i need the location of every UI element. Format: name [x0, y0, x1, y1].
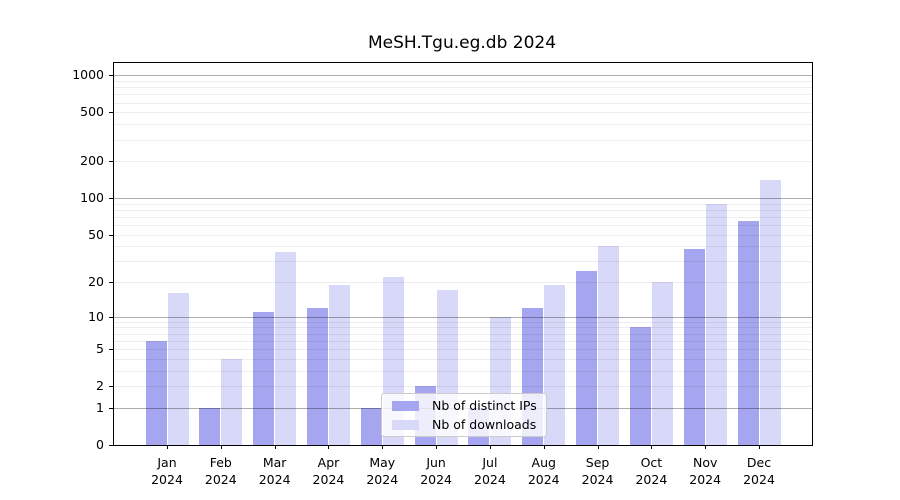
bar-nb-of-distinct-ips-mar-2024 — [253, 312, 275, 445]
x-tick-mark-nov-2024 — [705, 445, 707, 449]
x-tick-mark-may-2024 — [382, 445, 384, 449]
bar-nb-of-downloads-nov-2024 — [705, 203, 727, 445]
y-tick-label-100: 100 — [80, 190, 104, 206]
legend-item-distinct-ips: Nb of distinct IPs — [392, 398, 538, 413]
x-tick-mark-oct-2024 — [651, 445, 653, 449]
y-tick-label-5: 5 — [96, 341, 104, 357]
bar-nb-of-downloads-jan-2024 — [167, 293, 189, 445]
legend-swatch-distinct-ips-icon — [392, 400, 419, 411]
legend-item-downloads: Nb of downloads — [392, 417, 538, 432]
x-tick-mark-sep-2024 — [597, 445, 599, 449]
y-tick-label-20: 20 — [88, 274, 104, 290]
bar-nb-of-distinct-ips-may-2024 — [360, 407, 382, 445]
bar-nb-of-downloads-apr-2024 — [328, 284, 350, 445]
legend: Nb of distinct IPs Nb of downloads — [381, 393, 547, 437]
y-tick-label-0: 0 — [96, 437, 104, 452]
gridline-minor-800 — [114, 87, 812, 89]
y-tick-mark-10 — [108, 316, 113, 318]
gridline-minor-500 — [114, 112, 812, 114]
y-tick-mark-50 — [108, 234, 113, 236]
x-tick-label-oct-2024: Oct 2024 — [635, 455, 668, 487]
x-tick-mark-jul-2024 — [489, 445, 491, 449]
gridline-minor-600 — [114, 102, 812, 104]
x-tick-label-may-2024: May 2024 — [366, 455, 399, 487]
legend-label-distinct-ips: Nb of distinct IPs — [432, 398, 537, 413]
x-tick-mark-dec-2024 — [759, 445, 761, 449]
bar-nb-of-downloads-aug-2024 — [544, 284, 566, 445]
y-tick-label-1: 1 — [96, 399, 104, 415]
x-tick-label-mar-2024: Mar 2024 — [258, 455, 291, 487]
bar-nb-of-distinct-ips-feb-2024 — [199, 407, 221, 445]
bar-nb-of-distinct-ips-sep-2024 — [576, 270, 598, 445]
x-tick-mark-aug-2024 — [543, 445, 545, 449]
bar-nb-of-distinct-ips-nov-2024 — [683, 248, 705, 445]
x-tick-label-apr-2024: Apr 2024 — [312, 455, 345, 487]
gridline-minor-400 — [114, 124, 812, 126]
bar-nb-of-downloads-oct-2024 — [651, 282, 673, 445]
y-tick-mark-5 — [108, 349, 113, 351]
bar-nb-of-distinct-ips-dec-2024 — [737, 220, 759, 445]
bar-nb-of-distinct-ips-jan-2024 — [145, 340, 167, 445]
x-tick-label-dec-2024: Dec 2024 — [743, 455, 775, 487]
bar-nb-of-distinct-ips-apr-2024 — [306, 307, 328, 445]
legend-swatch-downloads-icon — [392, 419, 419, 430]
y-tick-label-1000: 1000 — [72, 67, 104, 83]
y-tick-mark-2 — [108, 386, 113, 388]
x-tick-label-nov-2024: Nov 2024 — [689, 455, 722, 487]
y-tick-mark-0 — [108, 445, 113, 446]
bar-nb-of-downloads-mar-2024 — [275, 251, 297, 445]
x-tick-label-jun-2024: Jun 2024 — [420, 455, 452, 487]
y-tick-mark-500 — [108, 112, 113, 114]
y-tick-label-10: 10 — [88, 308, 104, 324]
x-tick-label-feb-2024: Feb 2024 — [204, 455, 237, 487]
bar-nb-of-downloads-dec-2024 — [759, 180, 781, 445]
y-tick-label-500: 500 — [80, 104, 104, 120]
y-tick-mark-1000 — [108, 75, 113, 77]
bar-nb-of-downloads-feb-2024 — [221, 358, 243, 445]
x-tick-label-sep-2024: Sep 2024 — [581, 455, 614, 487]
gridline-minor-700 — [114, 94, 812, 96]
gridline-minor-900 — [114, 80, 812, 82]
gridline-major-100 — [114, 198, 812, 200]
y-tick-mark-100 — [108, 198, 113, 200]
y-tick-mark-200 — [108, 161, 113, 163]
y-tick-label-2: 2 — [96, 378, 104, 394]
gridline-minor-300 — [114, 139, 812, 141]
legend-label-downloads: Nb of downloads — [432, 417, 537, 432]
x-tick-mark-mar-2024 — [274, 445, 276, 449]
x-tick-mark-jun-2024 — [436, 445, 438, 449]
x-tick-mark-apr-2024 — [328, 445, 330, 449]
y-tick-mark-1 — [108, 407, 113, 409]
x-tick-label-jul-2024: Jul 2024 — [474, 455, 506, 487]
y-tick-label-50: 50 — [88, 226, 104, 242]
gridline-minor-200 — [114, 161, 812, 163]
plot-area: Nb of distinct IPs Nb of downloads 0 1 2 5 1… — [72, 62, 813, 487]
y-tick-label-200: 200 — [80, 153, 104, 169]
x-tick-label-jan-2024: Jan 2024 — [151, 455, 183, 487]
x-tick-mark-jan-2024 — [167, 445, 168, 449]
bar-nb-of-downloads-sep-2024 — [598, 246, 620, 445]
x-tick-label-aug-2024: Aug 2024 — [527, 455, 560, 487]
y-tick-mark-20 — [108, 282, 113, 284]
x-tick-mark-feb-2024 — [220, 445, 222, 449]
bar-nb-of-distinct-ips-oct-2024 — [629, 327, 651, 445]
gridline-major-1000 — [114, 75, 812, 77]
chart-title: MeSH.Tgu.eg.db 2024 — [367, 33, 557, 53]
